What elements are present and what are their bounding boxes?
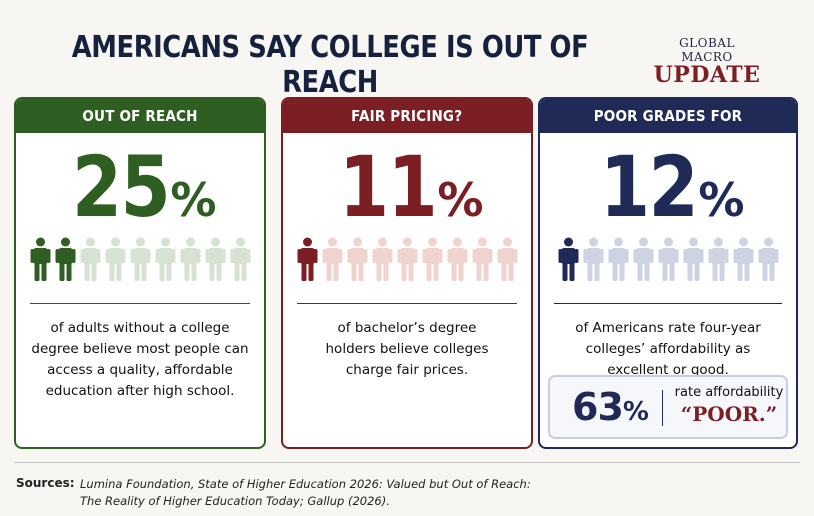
person-icon xyxy=(30,237,50,281)
card-fair-pricing: FAIR PRICING? 11% of bachelor’s degree h… xyxy=(281,97,533,449)
person-icon xyxy=(347,237,367,281)
sources-text: Lumina Foundation, State of Higher Educa… xyxy=(80,476,540,510)
brand-line-1: GLOBAL MACRO xyxy=(679,36,735,64)
person-icon xyxy=(583,237,603,281)
person-icon xyxy=(683,237,703,281)
card-header: OUT OF REACH xyxy=(16,99,264,133)
divider xyxy=(297,303,517,304)
card-out-of-reach: OUT OF REACH 25% of adults without a col… xyxy=(14,97,266,449)
person-icon xyxy=(397,237,417,281)
divider xyxy=(30,303,250,304)
person-icon xyxy=(180,237,200,281)
stat-value: 25% xyxy=(16,141,264,233)
person-icon xyxy=(658,237,678,281)
poor-separator xyxy=(662,390,663,426)
people-icons xyxy=(540,237,796,281)
stat-value: 12% xyxy=(540,141,796,233)
poor-rating-box: 63% rate affordability “POOR.” xyxy=(548,375,788,439)
person-icon xyxy=(758,237,778,281)
person-icon xyxy=(558,237,578,281)
percent-sign: % xyxy=(170,173,217,227)
sources-line-1: Lumina Foundation, State of Higher Educa… xyxy=(80,477,531,491)
person-icon xyxy=(372,237,392,281)
person-icon xyxy=(205,237,225,281)
card-header: POOR GRADES FOR AFFORDABILITY xyxy=(540,99,796,159)
person-icon xyxy=(422,237,442,281)
percent-sign: % xyxy=(437,173,484,227)
footer-divider xyxy=(14,462,800,463)
stat-value: 11% xyxy=(283,141,531,233)
people-icons xyxy=(16,237,264,281)
stat-number: 12 xyxy=(599,138,698,236)
poor-stat: 63% xyxy=(572,385,649,429)
divider xyxy=(554,303,782,304)
person-icon xyxy=(130,237,150,281)
sources-label: Sources: xyxy=(16,476,75,490)
poor-emphasis: “POOR.” xyxy=(680,402,778,426)
poor-label: rate affordability “POOR.” xyxy=(674,385,784,426)
person-icon xyxy=(155,237,175,281)
person-icon xyxy=(608,237,628,281)
person-icon xyxy=(472,237,492,281)
card-poor-grades: POOR GRADES FOR AFFORDABILITY 12% of Ame… xyxy=(538,97,798,449)
stat-description: of adults without a college degree belie… xyxy=(31,320,249,399)
percent-sign: % xyxy=(698,173,745,227)
stat-number: 25 xyxy=(71,138,170,236)
person-icon xyxy=(80,237,100,281)
person-icon xyxy=(447,237,467,281)
person-icon xyxy=(297,237,317,281)
person-icon xyxy=(230,237,250,281)
person-icon xyxy=(708,237,728,281)
page-title: AMERICANS SAY COLLEGE IS OUT OF REACH xyxy=(71,30,589,100)
sources-line-2: The Reality of Higher Education Today; G… xyxy=(80,494,390,508)
person-icon xyxy=(733,237,753,281)
brand-line-2: UPDATE xyxy=(653,62,761,88)
stat-description: of Americans rate four-year colleges’ af… xyxy=(575,320,761,378)
person-icon xyxy=(497,237,517,281)
person-icon xyxy=(105,237,125,281)
person-icon xyxy=(322,237,342,281)
brand-logo: GLOBAL MACRO UPDATE xyxy=(652,36,762,86)
card-header: FAIR PRICING? xyxy=(283,99,531,133)
stat-description: of bachelor’s degree holders believe col… xyxy=(325,320,489,378)
person-icon xyxy=(633,237,653,281)
people-icons xyxy=(283,237,531,281)
poor-label-text: rate affordability xyxy=(674,385,784,400)
person-icon xyxy=(55,237,75,281)
stat-number: 11 xyxy=(338,138,437,236)
